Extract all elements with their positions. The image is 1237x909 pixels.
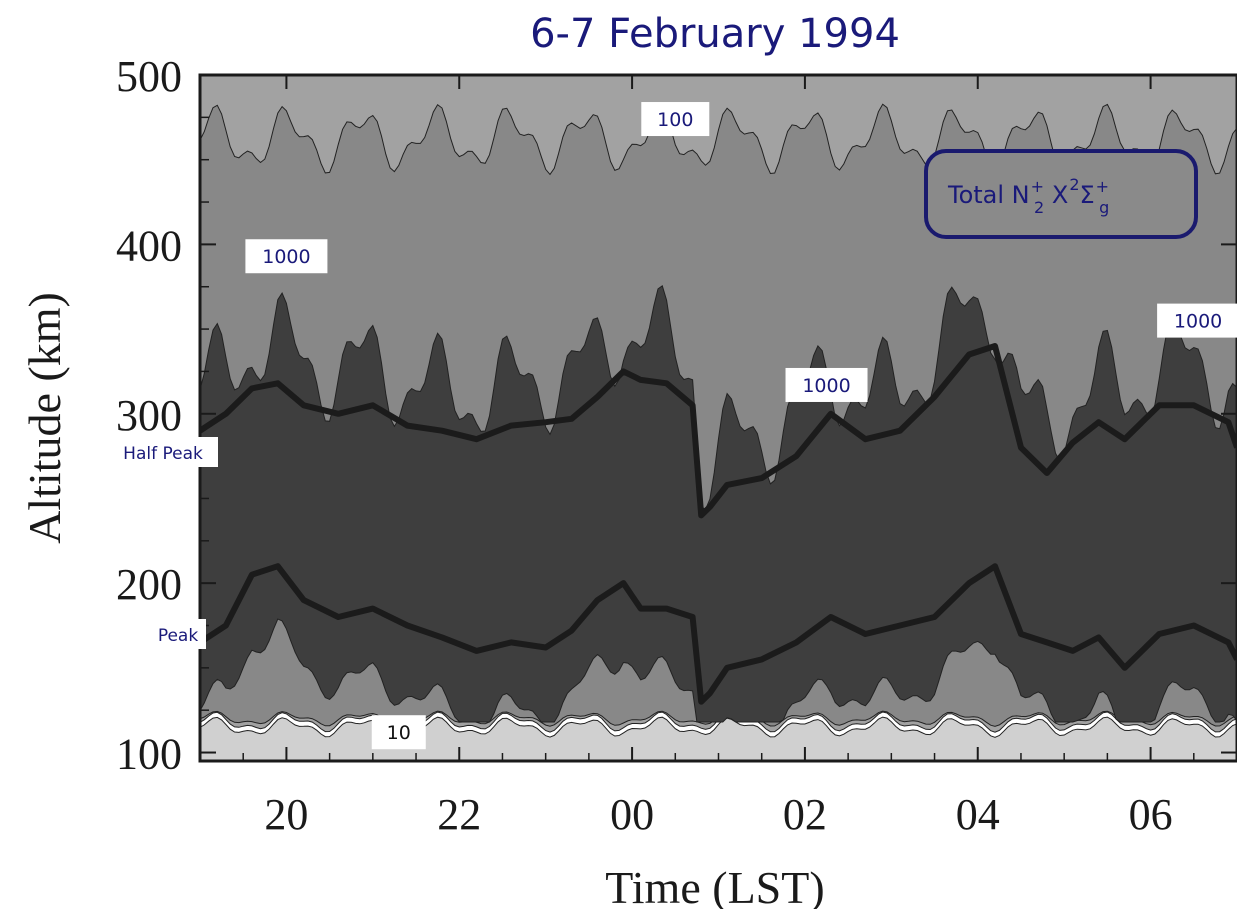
curves <box>200 343 1237 705</box>
x-axis-label: Time (LST) <box>605 862 824 909</box>
y-ticks: 100 200 300 400 500 <box>116 52 1237 779</box>
y-tick-label: 400 <box>116 221 182 270</box>
y-tick-label: 200 <box>116 560 182 609</box>
legend-box: Total N+ 2 X2Σ+ g <box>924 149 1198 239</box>
contour-label: 10 <box>387 722 411 744</box>
contour-label-box <box>371 715 426 750</box>
contour-label-box <box>245 239 328 274</box>
y-axis-label: Altitude (km) <box>19 292 70 544</box>
half-peak-tag: Half Peak <box>108 437 218 467</box>
half-peak-tag-box <box>108 437 218 467</box>
density-bands <box>200 75 1237 761</box>
contour-label: 1000 <box>1174 311 1222 333</box>
legend-text: Total N+ 2 X2Σ+ g <box>947 175 1109 217</box>
contour-label-box <box>641 102 710 137</box>
x-tick-label: 00 <box>610 790 654 839</box>
y-tick-label: 100 <box>116 730 182 779</box>
contour-label: 100 <box>657 109 693 131</box>
half-peak-curve <box>200 343 1237 519</box>
x-tick-label: 02 <box>783 790 827 839</box>
y-tick-label: 500 <box>116 52 182 101</box>
band-level-peak <box>200 284 1237 723</box>
contour-label: 1000 <box>262 246 310 268</box>
chart-title: 6-7 February 1994 <box>530 11 900 57</box>
legend-frame <box>924 149 1198 239</box>
peak-tag-box <box>150 619 206 649</box>
x-tick-label: 06 <box>1129 790 1173 839</box>
x-tick-label: 22 <box>437 790 481 839</box>
contour-label: 1000 <box>802 375 850 397</box>
half-peak-label: Half Peak <box>123 444 203 464</box>
peak-tag: Peak <box>150 619 206 649</box>
peak-curve <box>200 563 1237 705</box>
peak-label: Peak <box>158 626 199 646</box>
contour-labels: 100 1000 1000 1000 10 <box>245 102 1237 750</box>
y-tick-label: 300 <box>116 391 182 440</box>
contour-label-box <box>785 367 868 402</box>
x-tick-label: 20 <box>264 790 308 839</box>
x-ticks: 20 22 00 02 04 06 <box>242 75 1195 839</box>
x-tick-label: 04 <box>956 790 1000 839</box>
contour-label-box <box>1157 303 1237 338</box>
